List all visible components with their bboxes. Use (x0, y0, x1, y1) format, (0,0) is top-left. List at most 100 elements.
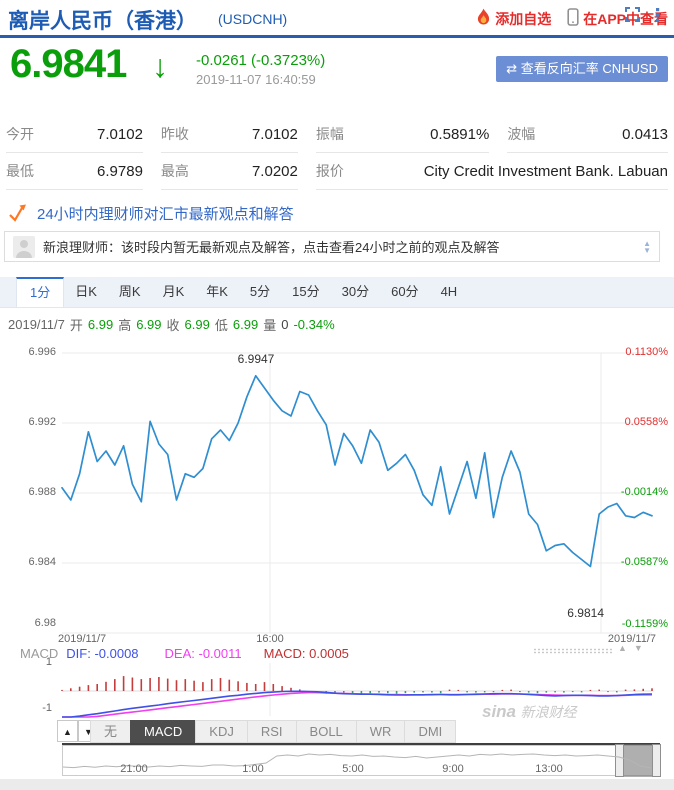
stat-value: 0.5891% (430, 125, 490, 143)
navigator-time-label: 9:00 (442, 763, 464, 775)
stat-label: 波幅 (507, 126, 536, 142)
ohlc-label: 低 (214, 318, 228, 333)
navigator-window[interactable] (624, 744, 652, 777)
trend-check-icon (8, 204, 28, 223)
macd-value: MACD: 0.0005 (263, 646, 349, 661)
ohlc-pct: -0.34% (293, 317, 335, 332)
period-tab-60分[interactable]: 60分 (391, 284, 419, 299)
stat-value: 6.9789 (97, 162, 143, 180)
stat-value: City Credit Investment Bank. Labuan (423, 162, 668, 180)
ohlc-value: 0 (281, 317, 289, 332)
stat-value: 7.0202 (251, 162, 298, 180)
kebab-menu-icon[interactable] (656, 7, 660, 22)
ohlc-label: 收 (166, 318, 180, 333)
macd-info-row: MACD DIF: -0.0008 DEA: -0.0011 MACD: 0.0… (20, 646, 349, 661)
stat-cell: 昨收 7.0102 (160, 116, 298, 153)
indicator-tab-KDJ[interactable]: KDJ (195, 720, 248, 743)
advisor-message-box[interactable]: 新浪理财师：该时段内暂无最新观点及解答，点击查看24小时之前的观点及解答 ▲ ▼ (4, 231, 660, 262)
ohlc-label: 高 (118, 318, 132, 333)
stat-value: 7.0102 (251, 125, 298, 143)
add-watchlist-label: 添加自选 (495, 10, 552, 27)
period-tab-周K[interactable]: 周K (118, 284, 141, 299)
advisor-headline-text: 24小时内理财师对汇市最新观点和解答 (37, 206, 294, 223)
macd-ytick-top: 1 (45, 656, 52, 668)
stat-cell: 振幅 0.5891% (315, 116, 490, 153)
indicator-scroll-up-button[interactable]: ▲ (57, 720, 78, 742)
stat-cell: 最低 6.9789 (6, 153, 143, 190)
quote-timestamp: 2019-11-07 16:40:59 (196, 72, 316, 87)
stat-cell: 报价 City Credit Investment Bank. Labuan (315, 153, 668, 190)
stat-label: 最高 (160, 163, 189, 179)
fullscreen-icon[interactable] (625, 7, 640, 22)
price-change: -0.0261 (-0.3723%) (196, 52, 326, 69)
navigator-right-handle[interactable] (652, 744, 661, 777)
x-axis-label-end: 2019/11/7 (607, 633, 656, 645)
flame-icon (476, 8, 491, 29)
x-axis-label-start: 2019/11/7 (58, 633, 107, 645)
header-links: 添加自选 在APP中查看 (476, 8, 668, 29)
advisor-headline-link[interactable]: 24小时内理财师对汇市最新观点和解答 (8, 203, 294, 224)
indicator-tab-BOLL[interactable]: BOLL (295, 720, 357, 743)
down-arrow-icon: ↓ (152, 48, 168, 84)
advisor-message-text: 新浪理财师：该时段内暂无最新观点及解答，点击查看24小时之前的观点及解答 (43, 240, 500, 255)
ohlc-label: 开 (69, 318, 83, 333)
symbol-code: (USDCNH) (218, 11, 288, 27)
footer-bar (0, 779, 674, 790)
ohlc-label: 量 (263, 318, 277, 333)
period-tab-1分[interactable]: 1分 (16, 277, 65, 307)
indicator-tab-无[interactable]: 无 (90, 720, 132, 743)
navigator-time-label: 1:00 (242, 763, 264, 775)
stats-table: 今开 7.0102 昨收 7.0102 振幅 0.5891% 波幅 0.0413 最低 6.978… (6, 116, 668, 190)
indicator-tab-DMI[interactable]: DMI (404, 720, 457, 743)
reverse-rate-button[interactable]: ⇄ 查看反向汇率 CNHUSD (496, 56, 668, 82)
stat-label: 最低 (6, 163, 34, 179)
dif-value: DIF: -0.0008 (66, 646, 139, 661)
period-toolbar: 1分 日K 周K 月K 年K 5分 15分 30分 60分 4H (0, 277, 674, 308)
indicator-tab-WR[interactable]: WR (355, 720, 406, 743)
ohlc-value: 6.99 (184, 317, 210, 332)
dea-value: DEA: -0.0011 (164, 646, 242, 661)
last-price: 6.9841 (10, 42, 127, 86)
stat-label: 今开 (6, 126, 34, 142)
period-tab-月K[interactable]: 月K (162, 284, 185, 299)
period-tab-年K[interactable]: 年K (206, 284, 228, 299)
price-chart[interactable] (0, 336, 674, 648)
indicator-tab-MACD[interactable]: MACD (130, 720, 197, 743)
page-header: 离岸人民币（香港） (USDCNH) 添加自选 在APP中查看 (0, 0, 674, 38)
period-tab-日K[interactable]: 日K (75, 284, 97, 299)
page-title: 离岸人民币（香港） (8, 10, 197, 33)
indicator-tab-RSI[interactable]: RSI (246, 720, 297, 743)
macd-chart[interactable] (0, 661, 674, 718)
indicator-tabs: 无 MACD KDJ RSI BOLL WR DMI (90, 720, 457, 743)
ohlc-date: 2019/11/7 (8, 317, 65, 332)
scroll-down-icon[interactable]: ▼ (643, 245, 651, 255)
navigator-top-border (62, 743, 660, 745)
stat-label: 报价 (315, 163, 344, 179)
period-tab-4H[interactable]: 4H (440, 284, 458, 299)
navigator-left-handle[interactable] (615, 744, 624, 777)
macd-ytick-bottom: -1 (42, 702, 52, 714)
navigator-time-label: 21:00 (120, 763, 148, 775)
navigator[interactable]: 21:00 1:00 5:00 9:00 13:00 (62, 744, 661, 777)
macd-pane-label: MACD (20, 646, 59, 661)
period-tab-15分[interactable]: 15分 (292, 284, 320, 299)
avatar (13, 235, 35, 258)
stat-cell: 今开 7.0102 (6, 116, 143, 153)
navigator-time-label: 13:00 (535, 763, 563, 775)
x-axis-label-mid: 16:00 (256, 633, 284, 645)
add-watchlist-button[interactable]: 添加自选 (476, 8, 551, 29)
navigator-time-label: 5:00 (342, 763, 364, 775)
period-tab-5分[interactable]: 5分 (249, 284, 271, 299)
period-tab-30分[interactable]: 30分 (341, 284, 370, 299)
scroll-up-icon[interactable]: ▲ (643, 238, 651, 248)
indicator-row: ▲ ▼ 无 MACD KDJ RSI BOLL WR DMI (0, 720, 674, 743)
pane-arrows[interactable]: ▲▼ (618, 643, 650, 653)
stat-value: 0.0413 (622, 125, 668, 143)
stat-label: 振幅 (315, 126, 344, 142)
stat-cell: 波幅 0.0413 (507, 116, 668, 153)
stat-cell: 最高 7.0202 (160, 153, 298, 190)
pane-resize-grip[interactable] (533, 648, 613, 654)
ohlc-value: 6.99 (136, 317, 162, 332)
ohlc-value: 6.99 (87, 317, 114, 332)
